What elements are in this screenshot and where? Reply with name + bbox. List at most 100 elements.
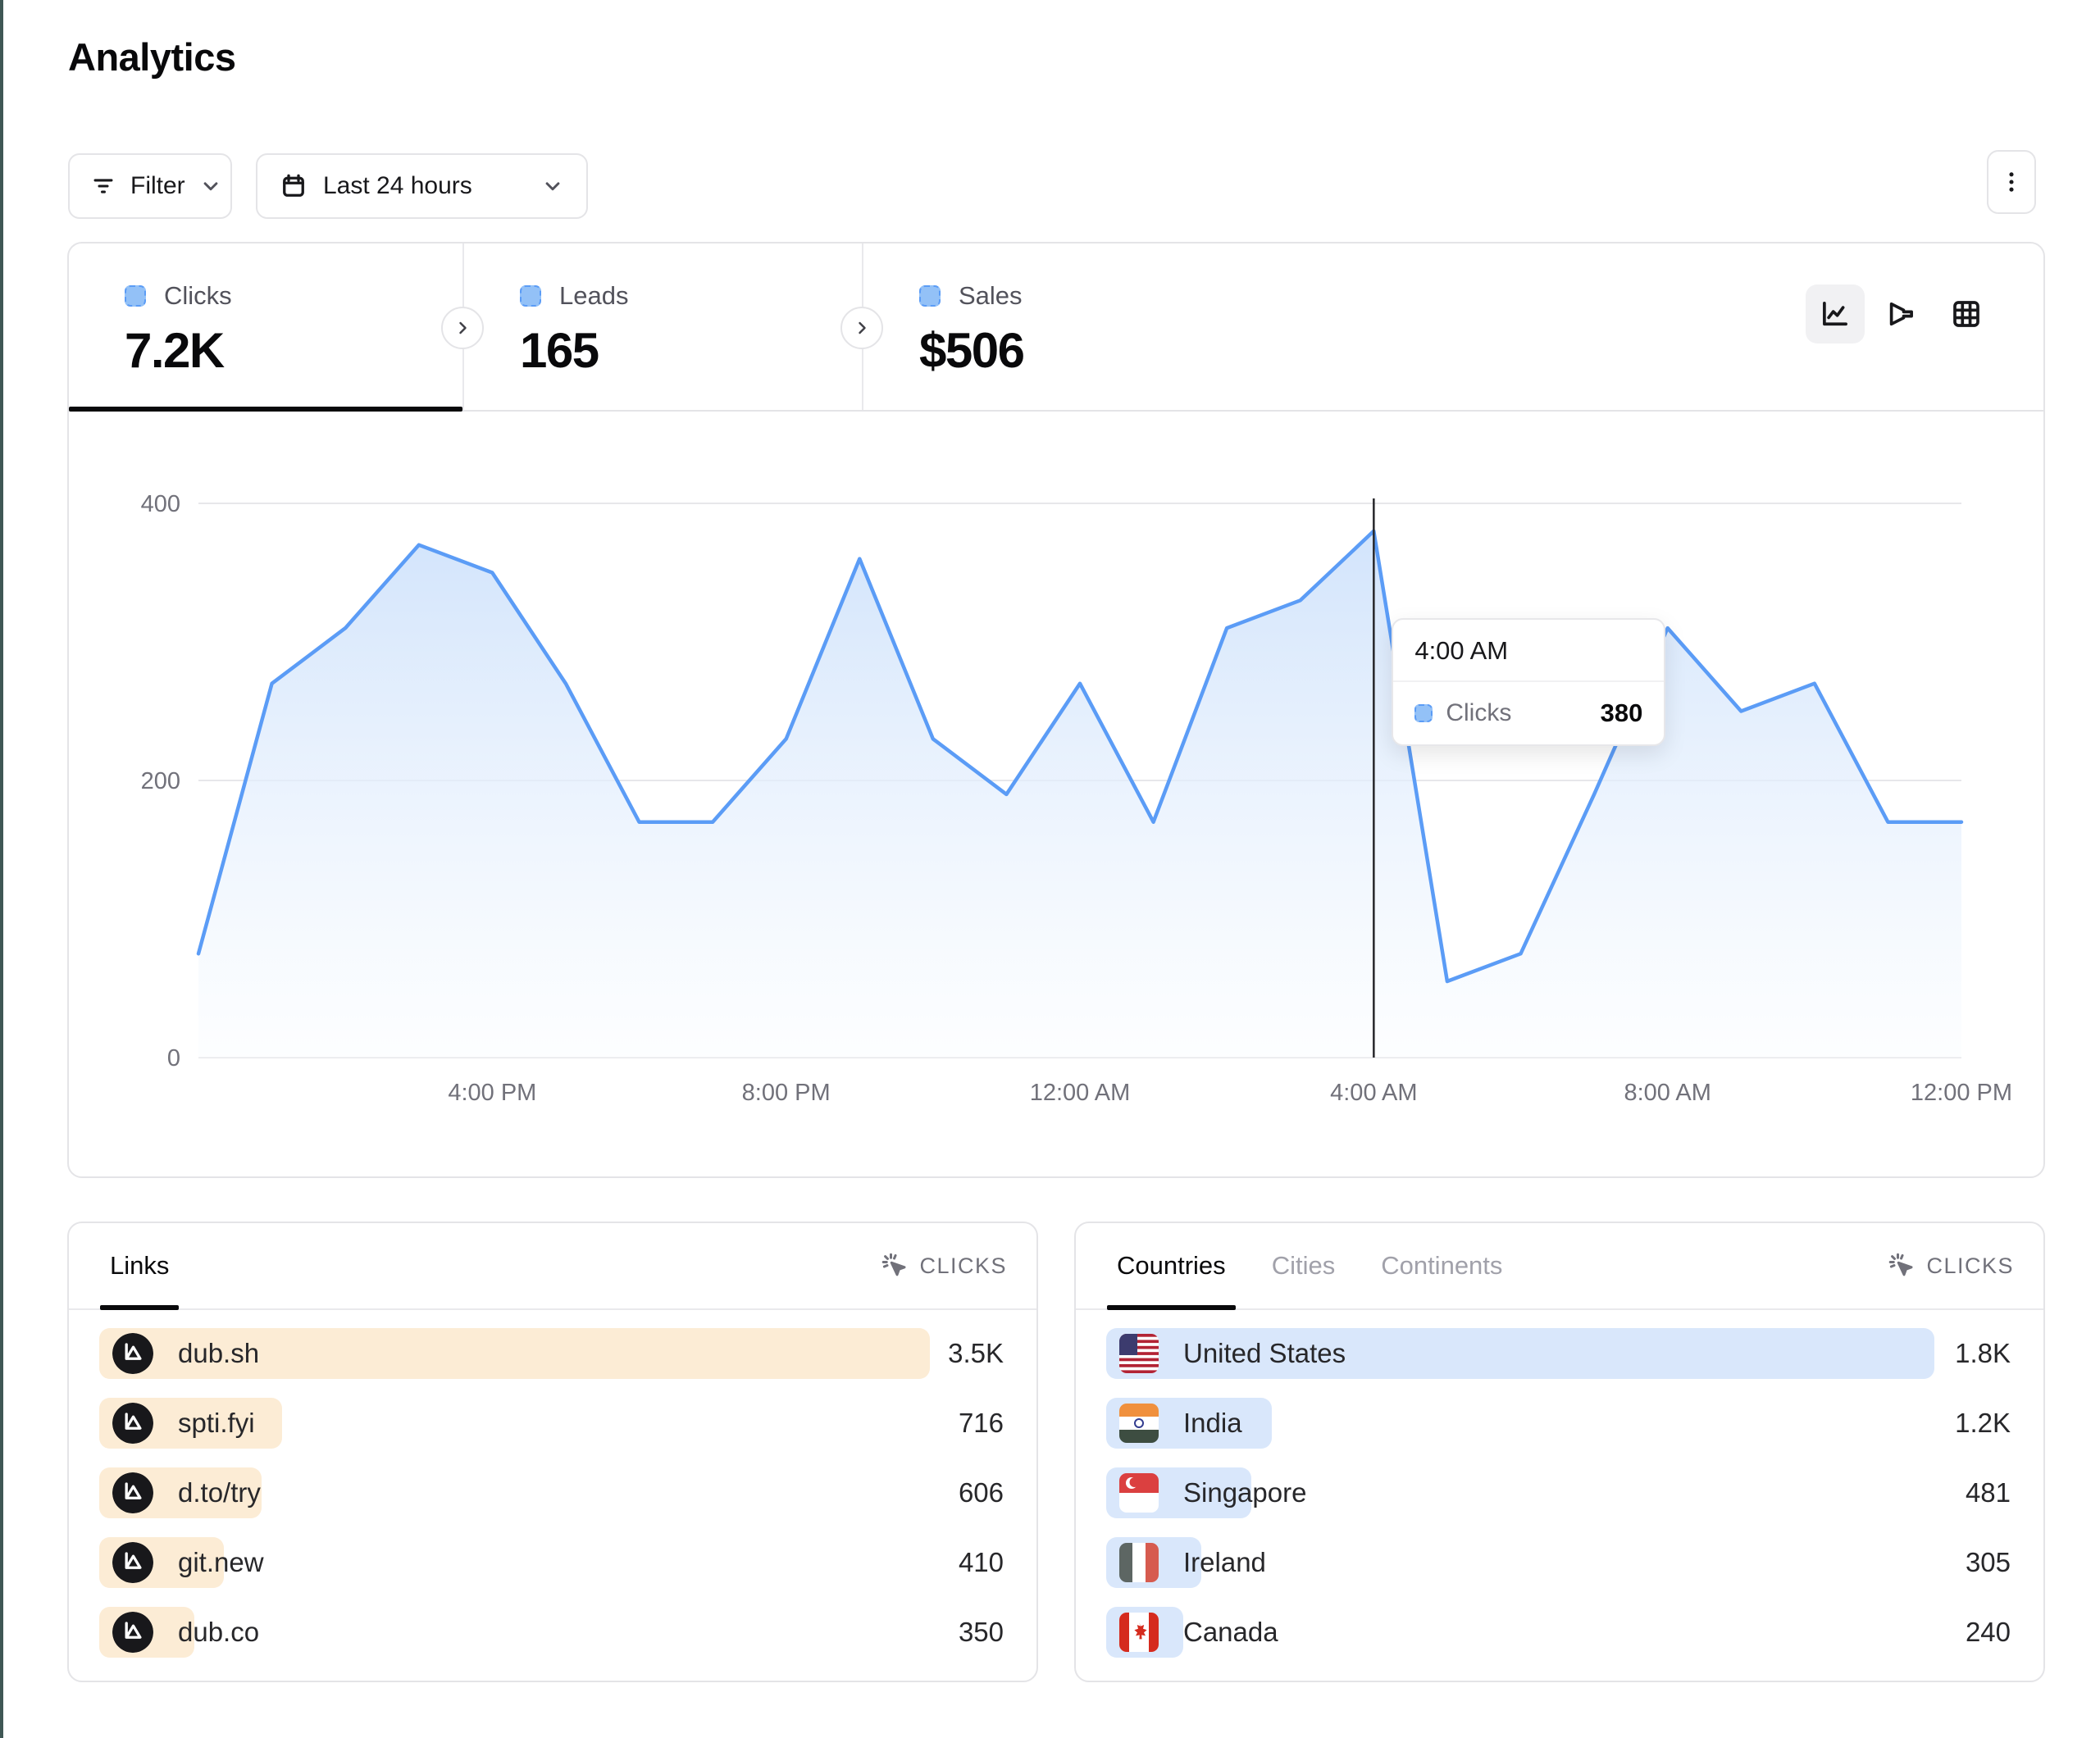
more-options-button[interactable] bbox=[1987, 150, 2036, 214]
analytics-card: Clicks 7.2K Leads 165 Sales bbox=[67, 242, 2045, 1178]
table-row[interactable]: India 1.2K bbox=[1106, 1398, 2011, 1449]
tab-cities[interactable]: Cities bbox=[1272, 1223, 1336, 1308]
active-tab-underline bbox=[69, 407, 462, 412]
calendar-icon bbox=[279, 171, 308, 201]
table-row[interactable]: Ireland 305 bbox=[1106, 1537, 2011, 1588]
tab-sales[interactable]: Sales $506 bbox=[863, 243, 1261, 410]
table-grid-icon bbox=[1949, 297, 1984, 331]
table-row[interactable]: dub.co 350 bbox=[99, 1607, 1004, 1658]
table-row[interactable]: Canada 240 bbox=[1106, 1607, 2011, 1658]
tab-divider bbox=[441, 243, 484, 410]
ca-flag-icon bbox=[1119, 1613, 1159, 1652]
filter-icon bbox=[89, 172, 117, 200]
tooltip-value: 380 bbox=[1600, 698, 1643, 727]
us-flag-icon bbox=[1119, 1334, 1159, 1373]
svg-text:8:00 AM: 8:00 AM bbox=[1624, 1080, 1711, 1106]
links-panel-header: Links CLICKS bbox=[69, 1223, 1036, 1310]
row-label: Singapore bbox=[1183, 1477, 1307, 1508]
dub-logo-icon bbox=[112, 1542, 153, 1583]
kebab-icon bbox=[1998, 168, 2025, 196]
page-edge-accent bbox=[0, 0, 3, 1738]
tab-divider bbox=[840, 243, 883, 410]
countries-metric-header-label: CLICKS bbox=[1926, 1253, 2014, 1278]
tab-countries[interactable]: Countries bbox=[1107, 1223, 1236, 1310]
table-row[interactable]: d.to/try 606 bbox=[99, 1467, 1004, 1518]
metric-tab-strip: Clicks 7.2K Leads 165 Sales bbox=[69, 243, 2043, 412]
expand-leads-button[interactable] bbox=[441, 307, 484, 349]
sales-swatch-icon bbox=[919, 285, 941, 307]
row-bar bbox=[1106, 1328, 1934, 1379]
row-label: dub.co bbox=[178, 1617, 260, 1647]
tab-continents[interactable]: Continents bbox=[1381, 1223, 1502, 1308]
cursor-click-icon bbox=[880, 1251, 909, 1281]
tab-continents-label: Continents bbox=[1381, 1251, 1503, 1280]
tab-cities-label: Cities bbox=[1271, 1251, 1336, 1280]
row-bar bbox=[99, 1328, 930, 1379]
row-clicks-value: 3.5K bbox=[948, 1338, 1004, 1368]
table-row[interactable]: spti.fyi 716 bbox=[99, 1398, 1004, 1449]
row-clicks-value: 481 bbox=[1965, 1477, 2011, 1508]
clicks-area-chart[interactable]: 0 200 400 4:00 PM 8:00 PM 12:00 AM 4:00 AM 8:00… bbox=[69, 412, 2043, 1176]
row-clicks-value: 716 bbox=[958, 1408, 1004, 1438]
countries-rows: United States 1.8K India 1.2K Singapore 481 Ir… bbox=[1076, 1310, 2043, 1681]
metric-label: Sales bbox=[959, 281, 1023, 310]
tooltip-series-label: Clicks bbox=[1446, 699, 1512, 726]
filter-button[interactable]: Filter bbox=[68, 153, 232, 219]
tab-leads[interactable]: Leads 165 bbox=[464, 243, 862, 410]
chevron-down-icon bbox=[540, 174, 565, 198]
svg-text:8:00 PM: 8:00 PM bbox=[742, 1080, 831, 1106]
tab-links[interactable]: Links bbox=[100, 1223, 180, 1310]
sales-value: $506 bbox=[919, 323, 1025, 378]
date-range-label: Last 24 hours bbox=[323, 172, 472, 199]
row-label: India bbox=[1183, 1408, 1242, 1438]
table-view-button[interactable] bbox=[1937, 284, 1996, 344]
tab-clicks[interactable]: Clicks 7.2K bbox=[69, 243, 462, 412]
tooltip-time: 4:00 AM bbox=[1393, 620, 1665, 682]
leads-value: 165 bbox=[520, 323, 599, 378]
tab-links-label: Links bbox=[110, 1251, 170, 1280]
countries-metric-column-header[interactable]: CLICKS bbox=[1887, 1251, 2014, 1281]
date-range-button[interactable]: Last 24 hours bbox=[256, 153, 588, 219]
dub-logo-icon bbox=[112, 1472, 153, 1513]
tooltip-series-swatch-icon bbox=[1414, 704, 1433, 722]
table-row[interactable]: United States 1.8K bbox=[1106, 1328, 2011, 1379]
row-clicks-value: 305 bbox=[1965, 1547, 2011, 1577]
expand-sales-button[interactable] bbox=[840, 307, 883, 349]
row-label: dub.sh bbox=[178, 1338, 260, 1368]
metric-label: Clicks bbox=[164, 281, 232, 310]
svg-text:400: 400 bbox=[141, 491, 180, 517]
line-chart-icon bbox=[1818, 297, 1852, 331]
svg-text:12:00 PM: 12:00 PM bbox=[1911, 1080, 2012, 1106]
chart-type-toggle-group bbox=[1806, 284, 1996, 344]
line-chart-view-button[interactable] bbox=[1806, 284, 1865, 344]
chevron-down-icon bbox=[198, 174, 223, 198]
row-label: Canada bbox=[1183, 1617, 1278, 1647]
sg-flag-icon bbox=[1119, 1473, 1159, 1513]
svg-text:200: 200 bbox=[141, 768, 180, 794]
funnel-chart-icon bbox=[1884, 297, 1918, 331]
row-clicks-value: 1.8K bbox=[1955, 1338, 2011, 1368]
dub-logo-icon bbox=[112, 1333, 153, 1374]
svg-text:4:00 AM: 4:00 AM bbox=[1330, 1080, 1417, 1106]
svg-text:0: 0 bbox=[167, 1045, 180, 1071]
table-row[interactable]: Singapore 481 bbox=[1106, 1467, 2011, 1518]
table-row[interactable]: dub.sh 3.5K bbox=[99, 1328, 1004, 1379]
funnel-view-button[interactable] bbox=[1871, 284, 1930, 344]
row-clicks-value: 350 bbox=[958, 1617, 1004, 1647]
svg-text:12:00 AM: 12:00 AM bbox=[1030, 1080, 1131, 1106]
clicks-swatch-icon bbox=[125, 285, 146, 307]
countries-panel: Countries Cities Continents CLICKS Unite… bbox=[1074, 1222, 2045, 1682]
leads-swatch-icon bbox=[520, 285, 541, 307]
row-clicks-value: 606 bbox=[958, 1477, 1004, 1508]
chart-tooltip: 4:00 AM Clicks 380 bbox=[1392, 618, 1666, 746]
chart-canvas[interactable]: 0 200 400 4:00 PM 8:00 PM 12:00 AM 4:00 AM 8:00… bbox=[69, 412, 2043, 1176]
dub-logo-icon bbox=[112, 1612, 153, 1653]
dub-logo-icon bbox=[112, 1403, 153, 1444]
links-metric-column-header[interactable]: CLICKS bbox=[880, 1251, 1007, 1281]
links-panel: Links CLICKS dub.sh 3.5K spti.fyi 716 d.to/t… bbox=[67, 1222, 1038, 1682]
table-row[interactable]: git.new 410 bbox=[99, 1537, 1004, 1588]
filter-button-label: Filter bbox=[130, 172, 185, 199]
countries-panel-header: Countries Cities Continents CLICKS bbox=[1076, 1223, 2043, 1310]
row-clicks-value: 410 bbox=[958, 1547, 1004, 1577]
links-metric-header-label: CLICKS bbox=[919, 1253, 1007, 1278]
